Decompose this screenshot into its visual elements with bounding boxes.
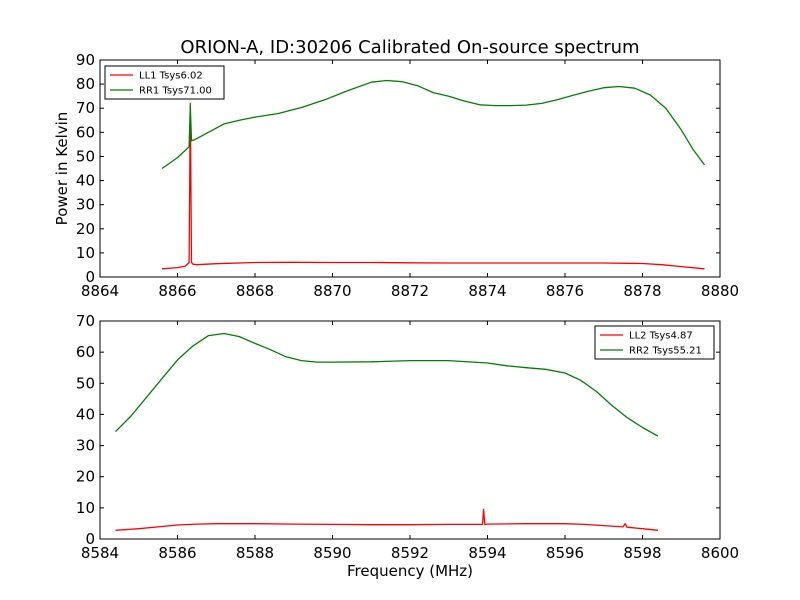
series-line-1-1 [161, 102, 705, 270]
y-tick-label: 0 [85, 530, 95, 548]
x-tick-label: 8872 [391, 282, 429, 300]
x-tick-label: 8588 [236, 544, 274, 562]
bottom-subplot: 8584 8586 8588 8590 8592 8594 8596 8598 8600 0 10 2… [76, 312, 739, 580]
y-tick-label: 40 [76, 405, 95, 423]
y-tick-label: 10 [76, 499, 95, 517]
x-tick-label: 8600 [701, 544, 739, 562]
x-tick-label: 8584 [81, 544, 119, 562]
y-tick-label: 90 [76, 51, 95, 69]
x-tick-label: 8596 [546, 544, 584, 562]
x-tick-label: 8598 [623, 544, 661, 562]
legend-entry: LL1 Tsys6.02 [139, 71, 203, 82]
series-line-2-1 [115, 508, 659, 531]
y-tick-label: 50 [76, 374, 95, 392]
x-tick-label: 8866 [158, 282, 196, 300]
x-axis-label: Frequency (MHz) [347, 562, 473, 580]
series-line-1-2 [161, 79, 706, 170]
y-tick-label: 60 [76, 343, 95, 361]
series-line-2-2 [115, 332, 659, 437]
legend-entry: RR1 Tsys71.00 [139, 86, 212, 97]
x-tick-label: 8586 [158, 544, 196, 562]
x-tick-label: 8864 [81, 282, 119, 300]
figure-title: ORION-A, ID:30206 Calibrated On-source s… [180, 37, 639, 58]
y-tick-label: 30 [76, 437, 95, 455]
top-subplot: 8864 8866 8868 8870 8872 8874 8876 8878 8880 0 10 2… [53, 51, 739, 300]
x-tick-label: 8876 [546, 282, 584, 300]
legend-box [104, 65, 225, 100]
x-tick-label: 8594 [468, 544, 506, 562]
y-tick-label: 20 [76, 220, 95, 238]
x-tick-label: 8878 [623, 282, 661, 300]
y-tick-label: 40 [76, 172, 95, 190]
y-tick-label: 60 [76, 123, 95, 141]
y-tick-label: 70 [76, 312, 95, 330]
x-tick-label: 8590 [313, 544, 351, 562]
y-tick-label: 0 [85, 268, 95, 286]
legend-entry: RR2 Tsys55.21 [629, 346, 702, 357]
x-tick-label: 8592 [391, 544, 429, 562]
legend-entry: LL2 Tsys4.87 [629, 331, 693, 342]
y-tick-label: 50 [76, 147, 95, 165]
x-tick-label: 8880 [701, 282, 739, 300]
y-axis-label: Power in Kelvin [53, 112, 71, 226]
y-tick-label: 80 [76, 75, 95, 93]
y-tick-label: 10 [76, 244, 95, 262]
x-tick-label: 8874 [468, 282, 506, 300]
y-tick-label: 70 [76, 99, 95, 117]
x-tick-label: 8868 [236, 282, 274, 300]
x-tick-label: 8870 [313, 282, 351, 300]
y-tick-label: 30 [76, 196, 95, 214]
legend-box [594, 325, 715, 360]
y-tick-label: 20 [76, 468, 95, 486]
